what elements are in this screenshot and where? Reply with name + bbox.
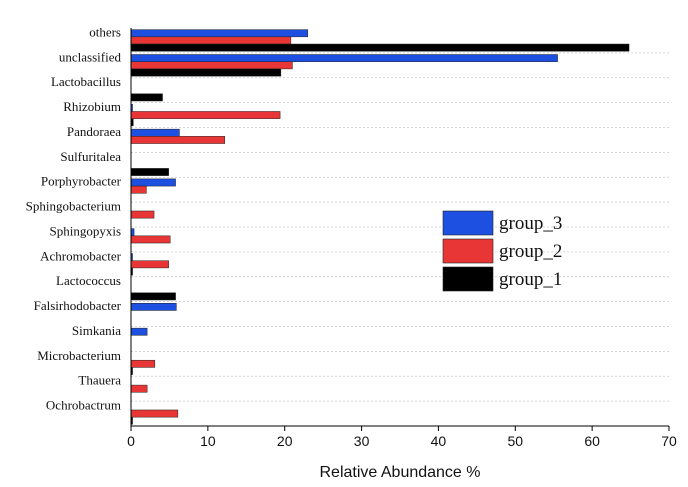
- x-tick-label: 60: [584, 433, 600, 449]
- bar-group-3: [130, 303, 177, 311]
- x-axis-ticks: 0 10 20 30 40 50 60 70: [127, 426, 677, 449]
- bar-group-3: [130, 327, 148, 336]
- x-tick-label: 40: [431, 433, 447, 449]
- x-tick-label: 50: [507, 433, 523, 449]
- bar-group-1: [130, 168, 169, 176]
- x-tick-label: 20: [277, 433, 293, 449]
- category-label: Rhizobium: [63, 99, 121, 114]
- bar-group-2: [130, 210, 155, 219]
- y-axis-labels: others unclassified Lactobacillus Rhizobium…: [26, 24, 122, 412]
- bar-group-2: [130, 235, 171, 244]
- bar-group-2: [130, 409, 179, 418]
- legend-swatch-group-1: [442, 266, 494, 292]
- legend: group_3 group_2 group_1: [442, 210, 562, 292]
- legend-swatch-group-3: [442, 210, 494, 236]
- legend-label: group_2: [499, 241, 562, 262]
- bar-group-2: [130, 36, 292, 45]
- bar-group-2: [130, 111, 281, 119]
- x-tick-label: 0: [127, 433, 135, 449]
- legend-label: group_3: [499, 213, 562, 234]
- category-label: Thauera: [78, 373, 121, 388]
- category-label: Simkania: [72, 323, 121, 338]
- category-label: Sphingobacterium: [26, 199, 121, 214]
- category-label: Achromobacter: [40, 248, 122, 263]
- bar-group-2: [130, 136, 226, 144]
- bar-group-2: [130, 384, 148, 393]
- bar-group-2: [130, 185, 147, 194]
- category-label: others: [89, 24, 121, 39]
- category-label: unclassified: [59, 49, 122, 64]
- bar-group-1: [130, 292, 176, 301]
- bar-group-2: [130, 61, 293, 70]
- bar-group-2: [130, 260, 169, 269]
- category-label: Falsirhodobacter: [34, 298, 122, 313]
- bar-group-3: [130, 29, 309, 38]
- bar-series: [130, 29, 630, 425]
- x-tick-label: 70: [661, 433, 677, 449]
- bar-group-3: [130, 178, 176, 187]
- category-label: Microbacterium: [37, 348, 121, 363]
- x-axis-title: Relative Abundance %: [320, 464, 481, 481]
- bar-group-1: [130, 68, 282, 77]
- legend-label: group_1: [499, 269, 562, 290]
- category-label: Ochrobactrum: [46, 398, 121, 413]
- category-label: Sphingopyxis: [49, 223, 121, 238]
- grid-lines: [131, 52, 669, 402]
- category-label: Lactococcus: [56, 273, 121, 288]
- bar-group-1: [130, 93, 163, 102]
- category-label: Pandoraea: [67, 124, 121, 139]
- category-label: Lactobacillus: [51, 74, 121, 89]
- bar-group-3: [130, 128, 180, 137]
- bar-group-3: [130, 54, 558, 62]
- x-tick-label: 30: [354, 433, 370, 449]
- bar-group-2: [130, 359, 156, 368]
- legend-swatch-group-2: [442, 238, 494, 264]
- bar-group-1: [130, 43, 630, 52]
- x-tick-label: 10: [200, 433, 216, 449]
- category-label: Porphyrobacter: [41, 174, 122, 189]
- category-label: Sulfuritalea: [60, 149, 121, 164]
